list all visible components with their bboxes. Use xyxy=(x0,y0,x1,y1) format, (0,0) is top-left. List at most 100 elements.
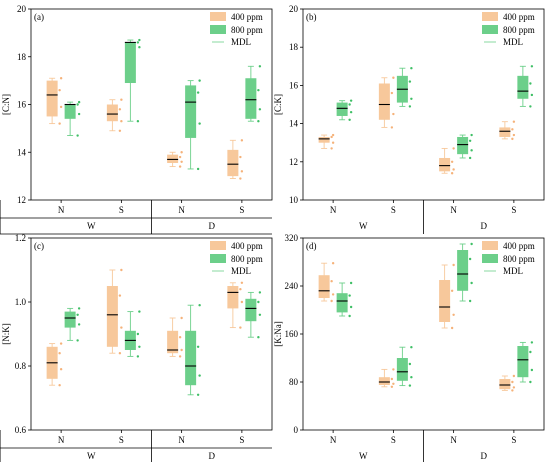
box-800 xyxy=(457,133,473,160)
box-800 xyxy=(517,65,534,108)
supergroup-label: W xyxy=(87,221,96,231)
group-label: N xyxy=(58,435,65,445)
data-point xyxy=(512,120,516,123)
supergroup-label: D xyxy=(209,451,216,461)
box-body xyxy=(167,154,179,163)
supergroup-label: D xyxy=(481,221,488,231)
data-point xyxy=(76,103,79,106)
y-tick-label: 240 xyxy=(285,281,299,291)
box-body xyxy=(185,85,197,138)
data-point xyxy=(390,91,394,95)
data-point xyxy=(178,155,182,159)
y-axis-label: [N:K] xyxy=(1,323,11,345)
data-point xyxy=(530,341,534,344)
data-point xyxy=(180,160,183,163)
data-point xyxy=(390,377,394,381)
panel-tag: (d) xyxy=(306,241,317,251)
data-point xyxy=(512,374,516,378)
box-800 xyxy=(336,281,353,318)
data-point xyxy=(257,336,260,339)
box-400 xyxy=(318,262,335,303)
y-tick-label: 16 xyxy=(17,100,27,110)
data-point xyxy=(257,300,260,304)
data-point xyxy=(452,313,455,316)
data-point xyxy=(258,291,262,294)
data-point xyxy=(349,110,353,114)
data-point xyxy=(180,348,183,352)
data-point xyxy=(59,105,63,109)
supergroup-label: W xyxy=(359,221,368,231)
box-800 xyxy=(245,65,262,123)
data-point xyxy=(198,304,201,307)
y-axis-label: [C:K] xyxy=(273,94,283,115)
panel-2: 0.6 0.8 1.0 1.2 [N:K] (c) 400 ppm 800 ppm MDL N S N… xyxy=(0,233,273,462)
data-point xyxy=(450,326,454,330)
box-400 xyxy=(439,263,455,330)
legend-label-400: 400 ppm xyxy=(231,241,263,251)
box-400 xyxy=(46,342,63,387)
group-label: N xyxy=(330,435,337,445)
data-point xyxy=(450,172,454,175)
box-body xyxy=(227,149,239,177)
data-point xyxy=(450,160,454,163)
box-800 xyxy=(64,307,81,342)
supergroup-label: W xyxy=(359,451,368,461)
data-point xyxy=(120,326,123,329)
box-400 xyxy=(167,316,183,358)
data-point xyxy=(349,305,353,309)
data-point xyxy=(470,281,473,285)
legend-swatch-400 xyxy=(482,12,498,21)
box-body xyxy=(245,298,257,322)
box-400 xyxy=(106,98,123,132)
box-body xyxy=(336,293,348,313)
y-tick-label: 0.8 xyxy=(15,361,27,371)
data-point xyxy=(529,380,532,384)
data-point xyxy=(511,128,514,131)
legend-label-mdl: MDL xyxy=(503,37,523,47)
box-body xyxy=(457,250,469,291)
data-point xyxy=(331,293,335,296)
box-body xyxy=(227,286,239,309)
box-400 xyxy=(167,151,183,168)
data-point xyxy=(408,80,412,83)
box-800 xyxy=(185,304,201,396)
box-400 xyxy=(378,76,395,129)
data-point xyxy=(257,88,260,92)
data-point xyxy=(198,122,201,125)
data-point xyxy=(348,294,351,297)
data-point xyxy=(450,289,454,292)
data-point xyxy=(468,156,472,160)
legend-label-mdl: MDL xyxy=(503,266,523,276)
data-point xyxy=(410,67,413,70)
group-label: N xyxy=(330,205,337,215)
data-point xyxy=(58,88,61,92)
data-point xyxy=(452,147,455,150)
y-tick-label: 20 xyxy=(17,4,27,14)
box-400 xyxy=(378,368,395,388)
box-400 xyxy=(227,281,244,329)
data-point xyxy=(240,300,244,304)
legend-label-800: 800 ppm xyxy=(231,25,263,35)
data-point xyxy=(348,103,351,106)
panel-1: 10 12 14 16 18 20 [C:K] (b) 400 ppm 800 ppm MDL N S N… xyxy=(0,4,545,234)
data-point xyxy=(390,385,394,388)
data-point xyxy=(530,65,534,68)
y-tick-label: 320 xyxy=(285,233,299,243)
data-point xyxy=(239,177,242,180)
data-point xyxy=(138,310,141,313)
data-point xyxy=(512,133,516,137)
legend-label-mdl: MDL xyxy=(231,37,251,47)
data-point xyxy=(58,122,61,125)
legend-swatch-400 xyxy=(210,241,226,250)
group-label: S xyxy=(511,205,516,215)
data-point xyxy=(136,332,140,336)
data-point xyxy=(511,380,514,384)
box-800 xyxy=(64,100,81,137)
data-point xyxy=(120,98,123,101)
box-body xyxy=(318,136,330,143)
y-tick-label: 20 xyxy=(289,4,299,14)
data-point xyxy=(136,355,140,358)
box-400 xyxy=(227,139,244,180)
box-800 xyxy=(124,310,141,358)
data-point xyxy=(330,135,333,139)
